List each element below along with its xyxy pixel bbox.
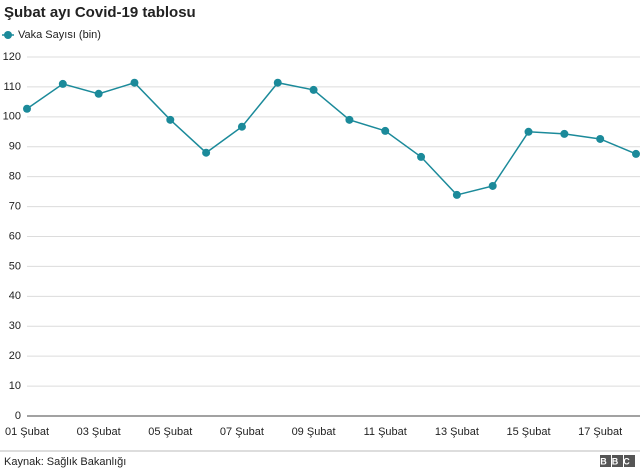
point: [417, 152, 426, 161]
point: [632, 149, 640, 158]
point: [237, 122, 246, 131]
logo: BBC: [600, 455, 635, 467]
y-tick-label: 110: [3, 81, 21, 93]
point: [381, 126, 390, 135]
point: [488, 181, 497, 190]
point: [23, 104, 31, 113]
y-tick-label: 100: [3, 111, 21, 123]
point: [345, 115, 354, 124]
logo-text: BBC: [600, 456, 635, 466]
y-tick-label: 20: [9, 350, 21, 362]
y-tick-label: 40: [9, 290, 21, 302]
legend-marker: [4, 31, 12, 39]
series-line: [26, 81, 637, 196]
point: [452, 190, 461, 199]
point: [524, 127, 533, 136]
source: Kaynak: Sağlık Bakanlığı: [4, 456, 126, 468]
x-tick-label: 07 Şubat: [220, 426, 264, 438]
point: [309, 85, 318, 94]
y-tick-label: 30: [9, 320, 21, 332]
point: [560, 129, 569, 138]
point: [58, 79, 67, 88]
y-tick-label: 90: [9, 141, 21, 153]
y-tick-label: 80: [9, 171, 21, 183]
y-tick-label: 10: [9, 380, 21, 392]
x-tick-label: 15 Şubat: [507, 426, 551, 438]
point: [273, 78, 282, 87]
point: [202, 148, 211, 157]
x-tick-label: 01 Şubat: [5, 426, 49, 438]
x-tick-label: 05 Şubat: [148, 426, 192, 438]
x-tick-label: 03 Şubat: [77, 426, 121, 438]
y-tick-label: 50: [9, 260, 21, 272]
x-tick-label: 11 Şubat: [364, 426, 407, 438]
y-tick-label: 120: [3, 51, 21, 63]
point: [130, 78, 139, 87]
point: [166, 115, 175, 124]
chart-title: Şubat ayı Covid-19 tablosu: [4, 4, 196, 21]
x-tick-label: 17 Şubat: [578, 426, 622, 438]
point: [94, 89, 103, 98]
legend-label: Vaka Sayısı (bin): [18, 29, 101, 41]
x-tick-label: 09 Şubat: [292, 426, 336, 438]
x-tick-label: 13 Şubat: [435, 426, 479, 438]
y-tick-label: 70: [9, 200, 21, 212]
point: [596, 134, 605, 143]
y-tick-label: 60: [9, 230, 21, 242]
y-tick-label: 0: [15, 410, 21, 422]
